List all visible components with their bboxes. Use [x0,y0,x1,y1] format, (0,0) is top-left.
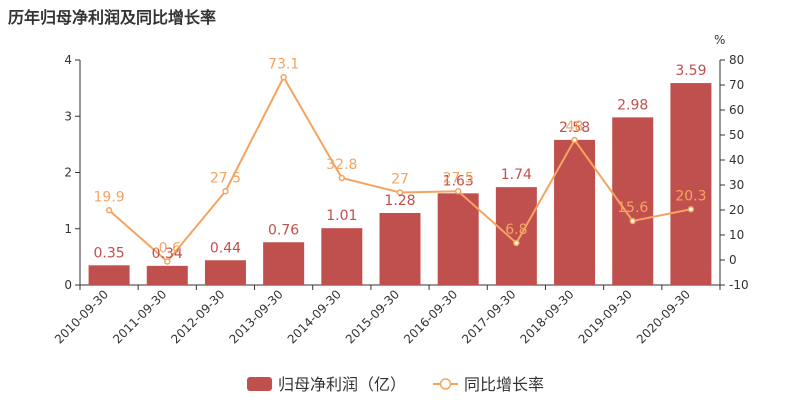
line-point [164,258,171,265]
y-right-tick-label: 60 [729,103,744,117]
x-tick-label: 2014-09-30 [285,287,344,346]
bar-series [88,83,712,285]
x-tick-label: 2019-09-30 [576,287,635,346]
line-point [687,206,695,213]
legend-line-label: 同比增长率 [464,375,544,394]
x-tick-label: 2015-09-30 [343,287,402,346]
line-value-label: 20.3 [675,188,706,204]
y-right-tick-label: 50 [729,128,744,142]
line-point [513,239,520,247]
y-right-tick-label: -10 [729,278,749,292]
bar [670,83,712,285]
bar-value-label: 1.63 [443,173,474,189]
bar-value-label: 0.44 [210,240,241,256]
bar [146,265,188,285]
line-point [105,207,113,214]
line-value-label: 48 [566,119,584,135]
legend-line-marker [439,378,452,390]
line-point [280,74,287,81]
line-point [629,217,636,225]
bar [321,228,363,285]
y-right-tick-label: 80 [729,53,744,67]
y-left-tick-label: 4 [64,53,72,67]
bar-value-label: 1.74 [501,167,532,183]
y-left-tick-label: 0 [64,278,72,292]
line-value-label: 32.8 [326,157,357,173]
bar-value-label: 1.01 [326,208,357,224]
bar [437,193,479,285]
bar-value-label: 0.35 [94,245,125,261]
chart-title: 历年归母净利润及同比增长率 [8,8,217,27]
y-right-tick-label: 40 [729,153,744,167]
bar-value-label: 0.76 [268,222,299,238]
bar [204,260,246,285]
line-point [338,174,346,182]
line-value-label: 27.5 [210,170,241,186]
x-tick-label: 2012-09-30 [168,287,227,346]
line-point [396,189,404,196]
y-right-tick-label: 20 [729,203,744,217]
bar-value-label: 3.59 [675,63,706,79]
bar [263,242,305,285]
data-labels: 0.35 0.34 0.44 0.76 1.01 1.28 1.63 1.74 2.58 2.98… [94,56,707,262]
bar [88,265,130,285]
line-series [105,74,695,265]
bar [379,213,421,285]
line-value-label: 6.8 [505,222,527,238]
line-value-label: 15.6 [617,200,648,216]
y-right-tick-label: 70 [729,78,744,92]
y-right-tick-label: 30 [729,178,744,192]
line-point [454,188,462,195]
line-point [222,188,229,195]
line-value-label: 73.1 [268,56,299,72]
x-tick-label: 2017-09-30 [459,287,518,346]
x-tick-label: 2010-09-30 [52,287,111,346]
line-value-label: 27 [391,172,409,188]
x-tick-label: 2011-09-30 [110,287,169,346]
x-tick-label: 2020-09-30 [634,287,693,346]
x-tick-label: 2018-09-30 [517,287,576,346]
legend-bar-label: 归母净利润（亿） [278,375,406,394]
y-right-tick-label: 0 [729,253,737,267]
line-point [571,136,578,144]
y-right-unit: % [714,33,725,47]
y-left-tick-label: 3 [64,109,72,123]
y-left-tick-label: 1 [64,222,72,236]
legend-bar-swatch [247,377,272,391]
line-value-label: 19.9 [94,189,125,205]
x-tick-label: 2016-09-30 [401,287,460,346]
legend[interactable]: 归母净利润（亿） 同比增长率 [247,375,544,394]
x-tick-label: 2013-09-30 [227,287,286,346]
line-value-label: -0.6 [154,241,181,257]
line-value-label: 27.5 [443,170,474,186]
bar-value-label: 2.58 [559,120,590,136]
y-right-tick-label: 10 [729,228,744,242]
bar-value-label: 2.98 [617,97,648,113]
bar [495,187,537,285]
bar-value-label: 0.34 [152,246,183,262]
bar-value-label: 1.28 [384,193,415,209]
y-left-tick-label: 2 [64,166,72,180]
